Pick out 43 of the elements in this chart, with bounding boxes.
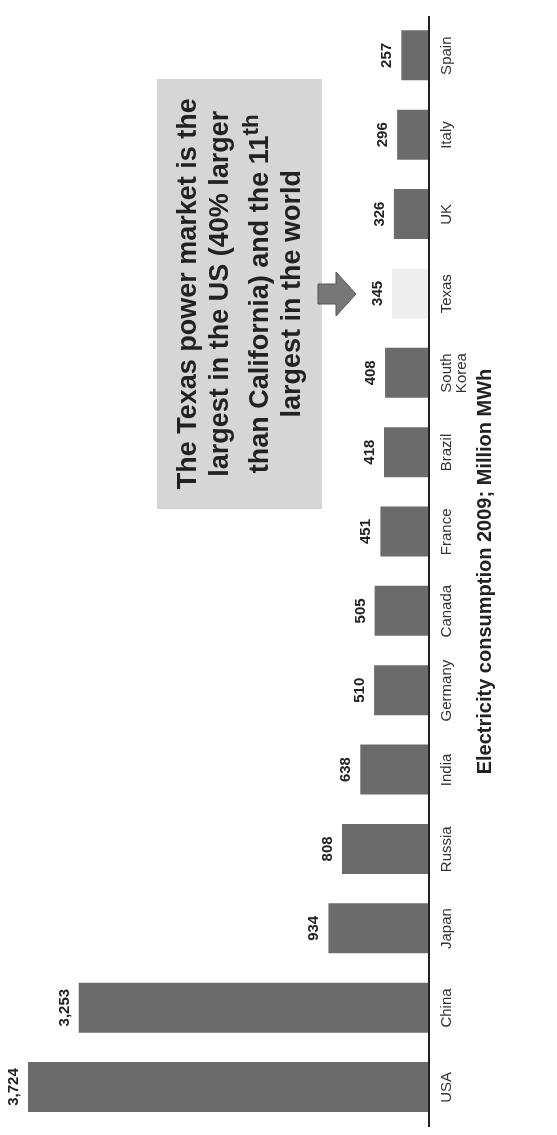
data-label: 934	[304, 915, 322, 941]
data-label: 257	[377, 42, 395, 68]
bar	[374, 665, 429, 716]
bar	[391, 268, 429, 319]
bar	[393, 189, 429, 240]
bar	[360, 744, 429, 795]
y-tick-label: Germany	[437, 659, 454, 722]
y-tick-label: Spain	[437, 36, 454, 75]
bar	[397, 109, 429, 160]
y-tick-label: Japan	[437, 908, 454, 950]
y-tick-label: France	[437, 508, 454, 556]
y-tick-label: USA	[437, 1071, 454, 1103]
data-label: 3,724	[4, 1067, 21, 1106]
y-tick-label: UK	[437, 203, 454, 225]
bar	[383, 427, 429, 478]
bar	[328, 903, 429, 954]
data-label: 408	[361, 360, 379, 386]
data-label: 3,253	[54, 988, 72, 1027]
bar	[78, 982, 429, 1033]
data-label: 326	[369, 201, 387, 227]
y-tick-label: Canada	[437, 584, 454, 638]
y-tick-label: Brazil	[437, 433, 454, 472]
bar	[401, 30, 429, 81]
bar	[380, 506, 429, 557]
data-label: 808	[317, 836, 335, 862]
y-tick-label: South Korea	[437, 352, 469, 394]
bar	[385, 347, 429, 398]
y-tick-label: China	[437, 987, 454, 1028]
data-label: 345	[367, 280, 385, 306]
data-label: 638	[336, 757, 354, 783]
y-tick-label: Texas	[437, 274, 454, 314]
bar	[28, 1062, 429, 1112]
bar	[374, 585, 429, 636]
data-label: 296	[373, 122, 391, 148]
bar	[341, 823, 429, 874]
data-label: 418	[359, 439, 377, 465]
data-label: 510	[350, 677, 368, 703]
y-tick-label: Italy	[437, 120, 454, 149]
data-label: 451	[356, 518, 374, 545]
y-tick-label: India	[437, 752, 454, 787]
data-label: 505	[350, 598, 368, 624]
y-tick-label: Russia	[437, 825, 454, 873]
y-axis-title: Electricity consumption 2009; Million MWh	[473, 368, 496, 775]
